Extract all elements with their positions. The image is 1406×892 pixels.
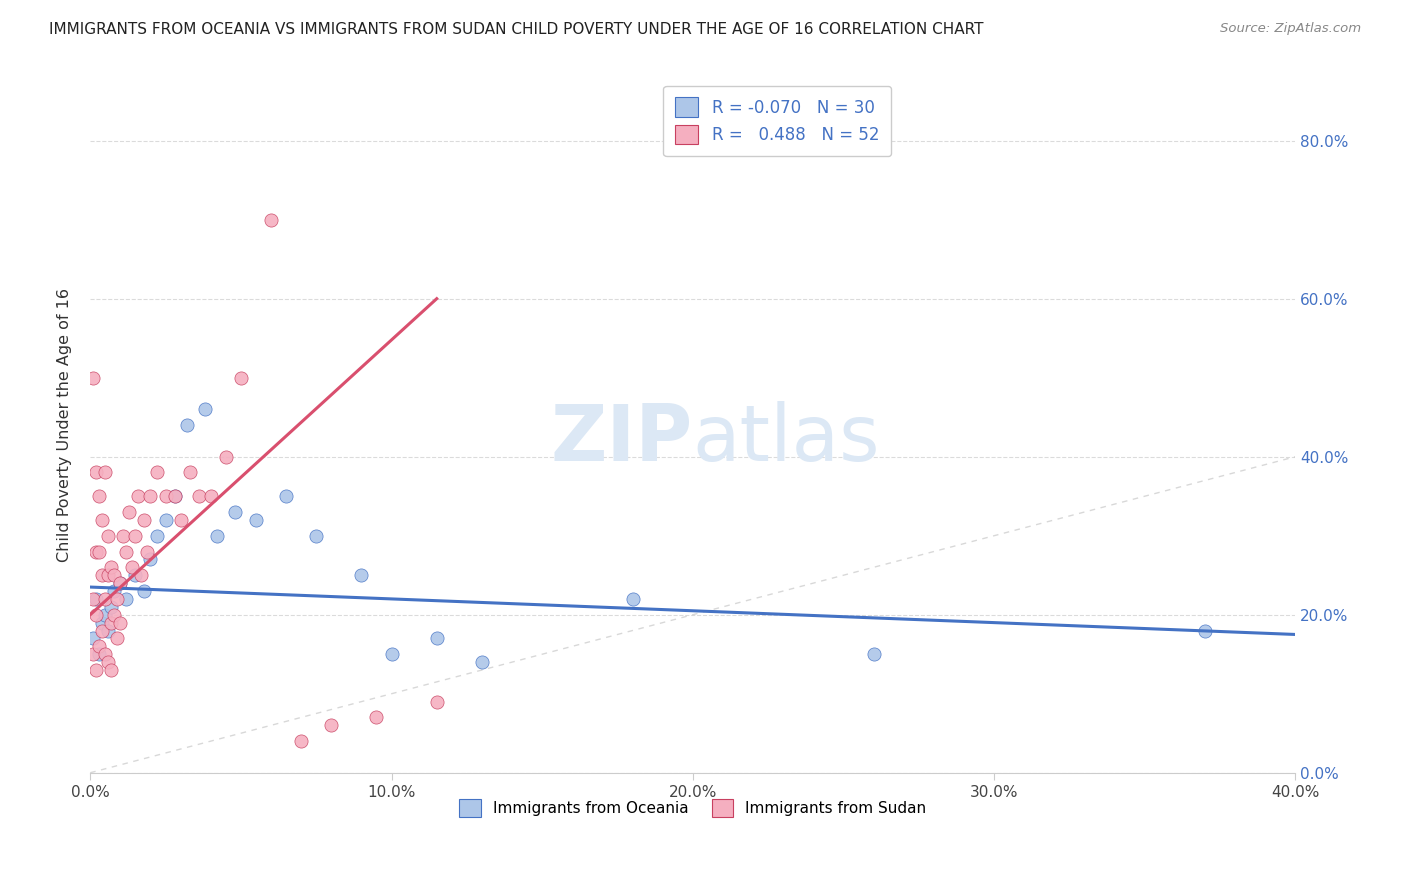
Point bbox=[82, 632, 104, 646]
Point bbox=[94, 466, 117, 480]
Point bbox=[89, 640, 111, 654]
Point bbox=[366, 710, 388, 724]
Point bbox=[139, 489, 162, 503]
Point bbox=[169, 513, 191, 527]
Point bbox=[187, 489, 209, 503]
Point bbox=[163, 489, 186, 503]
Point bbox=[205, 529, 228, 543]
Point bbox=[380, 647, 402, 661]
Point bbox=[84, 663, 107, 677]
Point bbox=[84, 607, 107, 622]
Point bbox=[471, 655, 494, 669]
Point bbox=[91, 624, 114, 638]
Point bbox=[245, 513, 267, 527]
Point bbox=[127, 489, 149, 503]
Point bbox=[91, 615, 114, 630]
Point bbox=[89, 489, 111, 503]
Point bbox=[194, 402, 217, 417]
Point bbox=[274, 489, 297, 503]
Point bbox=[290, 734, 312, 748]
Point bbox=[350, 568, 373, 582]
Point bbox=[91, 513, 114, 527]
Point bbox=[215, 450, 238, 464]
Point bbox=[229, 370, 252, 384]
Point bbox=[105, 632, 128, 646]
Point bbox=[82, 591, 104, 606]
Point bbox=[155, 489, 177, 503]
Point bbox=[426, 632, 449, 646]
Text: atlas: atlas bbox=[693, 401, 880, 477]
Point bbox=[621, 591, 644, 606]
Point bbox=[155, 513, 177, 527]
Point bbox=[97, 568, 120, 582]
Point bbox=[97, 655, 120, 669]
Point bbox=[84, 544, 107, 558]
Point bbox=[89, 647, 111, 661]
Point bbox=[145, 529, 167, 543]
Point bbox=[100, 560, 122, 574]
Text: Source: ZipAtlas.com: Source: ZipAtlas.com bbox=[1220, 22, 1361, 36]
Point bbox=[134, 513, 156, 527]
Point bbox=[112, 529, 135, 543]
Point bbox=[139, 552, 162, 566]
Point bbox=[136, 544, 159, 558]
Point bbox=[91, 568, 114, 582]
Point bbox=[84, 591, 107, 606]
Point bbox=[110, 615, 132, 630]
Point bbox=[103, 584, 125, 599]
Point bbox=[115, 591, 138, 606]
Point bbox=[84, 466, 107, 480]
Y-axis label: Child Poverty Under the Age of 16: Child Poverty Under the Age of 16 bbox=[58, 288, 72, 562]
Point bbox=[94, 647, 117, 661]
Point bbox=[124, 529, 146, 543]
Point bbox=[110, 576, 132, 591]
Point bbox=[179, 466, 201, 480]
Point bbox=[321, 718, 343, 732]
Point bbox=[176, 418, 198, 433]
Point bbox=[145, 466, 167, 480]
Point bbox=[103, 607, 125, 622]
Point bbox=[115, 544, 138, 558]
Point bbox=[224, 505, 246, 519]
Point bbox=[163, 489, 186, 503]
Point bbox=[100, 599, 122, 614]
Point bbox=[131, 568, 153, 582]
Point bbox=[134, 584, 156, 599]
Point bbox=[110, 576, 132, 591]
Point bbox=[426, 695, 449, 709]
Point bbox=[89, 544, 111, 558]
Point bbox=[100, 615, 122, 630]
Point bbox=[82, 370, 104, 384]
Point bbox=[1194, 624, 1216, 638]
Point bbox=[260, 212, 283, 227]
Text: IMMIGRANTS FROM OCEANIA VS IMMIGRANTS FROM SUDAN CHILD POVERTY UNDER THE AGE OF : IMMIGRANTS FROM OCEANIA VS IMMIGRANTS FR… bbox=[49, 22, 984, 37]
Point bbox=[121, 560, 143, 574]
Point bbox=[97, 529, 120, 543]
Point bbox=[200, 489, 222, 503]
Point bbox=[103, 568, 125, 582]
Point bbox=[100, 663, 122, 677]
Point bbox=[97, 624, 120, 638]
Legend: Immigrants from Oceania, Immigrants from Sudan: Immigrants from Oceania, Immigrants from… bbox=[451, 791, 934, 824]
Point bbox=[118, 505, 141, 519]
Point bbox=[124, 568, 146, 582]
Point bbox=[105, 591, 128, 606]
Point bbox=[94, 607, 117, 622]
Point bbox=[82, 647, 104, 661]
Point bbox=[94, 591, 117, 606]
Point bbox=[305, 529, 328, 543]
Text: ZIP: ZIP bbox=[551, 401, 693, 477]
Point bbox=[862, 647, 884, 661]
